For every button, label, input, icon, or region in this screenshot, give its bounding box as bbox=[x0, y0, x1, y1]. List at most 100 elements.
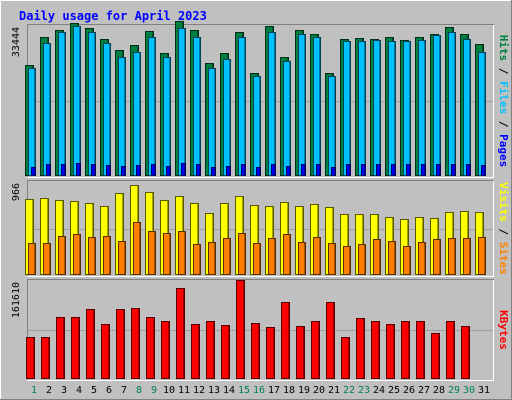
bar-files-day-29 bbox=[448, 32, 456, 176]
x-tick-label-26: 26 bbox=[403, 385, 415, 396]
bar-sites-day-25 bbox=[388, 241, 396, 275]
bar-sites-day-16 bbox=[253, 243, 261, 275]
bar-files-day-20 bbox=[313, 37, 321, 176]
bar-kbytes-day-12 bbox=[191, 324, 200, 379]
bar-pages-day-16 bbox=[256, 167, 261, 176]
legend-files: Files bbox=[497, 81, 510, 114]
panel-bot-legend: KBytes bbox=[497, 310, 510, 350]
bar-files-day-25 bbox=[388, 41, 396, 176]
bar-kbytes-day-4 bbox=[71, 317, 80, 379]
x-tick-label-12: 12 bbox=[193, 385, 205, 396]
bar-files-day-5 bbox=[88, 32, 96, 176]
x-tick-label-8: 8 bbox=[136, 385, 142, 396]
bar-kbytes-day-9 bbox=[146, 317, 155, 379]
x-tick-label-18: 18 bbox=[283, 385, 295, 396]
legend-visits: Visits bbox=[497, 182, 510, 222]
bar-files-day-9 bbox=[148, 37, 156, 176]
bar-kbytes-day-19 bbox=[296, 326, 305, 379]
bar-kbytes-day-6 bbox=[101, 324, 110, 379]
bar-sites-day-15 bbox=[238, 233, 246, 275]
bar-files-day-18 bbox=[283, 61, 291, 176]
bar-kbytes-day-13 bbox=[206, 321, 215, 379]
bar-sites-day-4 bbox=[73, 234, 81, 275]
chart-panels: 33444 Hits / Files / Pages 966 Visits / Sit… bbox=[11, 21, 510, 381]
x-tick-label-11: 11 bbox=[178, 385, 190, 396]
bar-files-day-24 bbox=[373, 40, 381, 176]
bar-kbytes-day-18 bbox=[281, 302, 290, 379]
bar-kbytes-day-14 bbox=[221, 325, 230, 379]
bar-pages-day-20 bbox=[316, 164, 321, 176]
bar-kbytes-day-7 bbox=[116, 309, 125, 379]
bar-files-day-14 bbox=[223, 59, 231, 176]
legend-kbytes: KBytes bbox=[497, 310, 510, 350]
bar-sites-day-28 bbox=[433, 239, 441, 275]
panel-mid-max-label: 966 bbox=[11, 183, 22, 201]
legend-pages: Pages bbox=[497, 134, 510, 167]
bar-sites-day-27 bbox=[418, 242, 426, 275]
bar-sites-day-22 bbox=[343, 246, 351, 275]
bar-files-day-11 bbox=[178, 28, 186, 176]
panel-bot: 161610 KBytes bbox=[11, 279, 510, 381]
bar-sites-day-18 bbox=[283, 234, 291, 275]
chart-title: Daily usage for April 2023 bbox=[19, 9, 207, 23]
bar-sites-day-1 bbox=[28, 243, 36, 275]
bar-pages-day-21 bbox=[331, 167, 336, 176]
bar-pages-day-28 bbox=[436, 164, 441, 176]
bar-pages-day-1 bbox=[31, 167, 36, 176]
x-tick-label-29: 29 bbox=[448, 385, 460, 396]
bar-kbytes-day-21 bbox=[326, 302, 335, 379]
bar-sites-day-14 bbox=[223, 238, 231, 275]
bar-sites-day-29 bbox=[448, 238, 456, 275]
bar-sites-day-30 bbox=[463, 238, 471, 275]
bar-kbytes-day-3 bbox=[56, 317, 65, 379]
x-axis-labels: 1 2 3 4 5 6 7 8 9 10 11 12 13 14 15 16 17 18 19 20 21 22 23 24 2… bbox=[31, 385, 490, 396]
bar-kbytes-day-23 bbox=[356, 318, 365, 379]
x-tick-label-17: 17 bbox=[268, 385, 280, 396]
bar-kbytes-day-30 bbox=[461, 326, 470, 379]
bar-pages-day-26 bbox=[406, 164, 411, 176]
panel-top-legend: Hits / Files / Pages bbox=[497, 35, 510, 168]
bar-sites-day-11 bbox=[178, 231, 186, 275]
bar-kbytes-day-26 bbox=[401, 321, 410, 379]
bar-kbytes-day-25 bbox=[386, 324, 395, 379]
x-tick-label-4: 4 bbox=[76, 385, 82, 396]
bar-pages-day-31 bbox=[481, 165, 486, 176]
bar-sites-day-12 bbox=[193, 244, 201, 275]
bar-pages-day-25 bbox=[391, 164, 396, 176]
bar-files-day-8 bbox=[133, 52, 141, 176]
bar-kbytes-day-5 bbox=[86, 309, 95, 379]
bar-files-day-4 bbox=[73, 26, 81, 176]
x-tick-label-20: 20 bbox=[313, 385, 325, 396]
bar-kbytes-day-16 bbox=[251, 323, 260, 379]
bar-pages-day-14 bbox=[226, 166, 231, 176]
x-tick-label-24: 24 bbox=[373, 385, 385, 396]
bar-pages-day-18 bbox=[286, 166, 291, 176]
bar-sites-day-13 bbox=[208, 242, 216, 275]
bar-sites-day-5 bbox=[88, 237, 96, 275]
bar-files-day-22 bbox=[343, 41, 351, 176]
bar-pages-day-27 bbox=[421, 164, 426, 176]
bar-pages-day-13 bbox=[211, 167, 216, 176]
bar-pages-day-8 bbox=[136, 165, 141, 176]
bar-files-day-6 bbox=[103, 43, 111, 176]
bar-pages-day-2 bbox=[46, 164, 51, 176]
x-tick-label-10: 10 bbox=[163, 385, 175, 396]
x-tick-label-13: 13 bbox=[208, 385, 220, 396]
bar-kbytes-day-2 bbox=[41, 337, 50, 379]
bar-kbytes-day-1 bbox=[26, 337, 35, 379]
bar-pages-day-12 bbox=[196, 164, 201, 176]
x-tick-label-14: 14 bbox=[223, 385, 235, 396]
bar-sites-day-23 bbox=[358, 244, 366, 275]
legend-hits: Hits bbox=[497, 35, 510, 62]
bar-files-day-3 bbox=[58, 32, 66, 176]
panel-mid-legend: Visits / Sites bbox=[497, 182, 510, 275]
bar-files-day-19 bbox=[298, 34, 306, 176]
bar-files-day-7 bbox=[118, 57, 126, 176]
bar-pages-day-5 bbox=[91, 164, 96, 176]
bar-sites-day-24 bbox=[373, 239, 381, 275]
bar-kbytes-day-15 bbox=[236, 280, 245, 379]
bar-sites-day-20 bbox=[313, 237, 321, 275]
x-tick-label-9: 9 bbox=[151, 385, 157, 396]
x-tick-label-19: 19 bbox=[298, 385, 310, 396]
